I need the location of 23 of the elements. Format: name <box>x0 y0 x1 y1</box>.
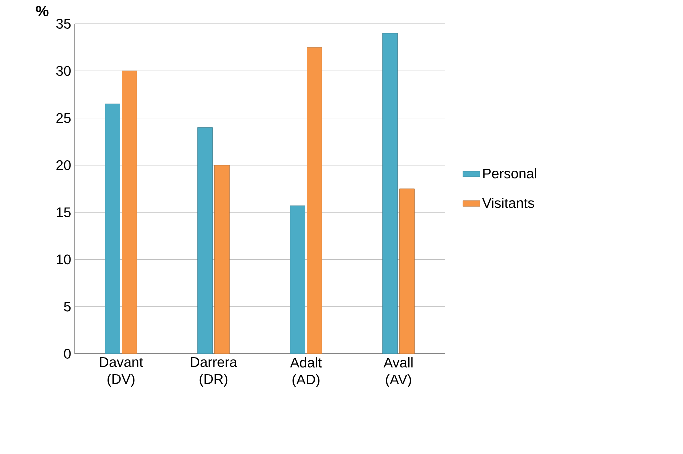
bar <box>198 128 213 354</box>
x-tick-label: Darrera (DR) <box>191 358 238 387</box>
bar <box>105 104 120 354</box>
y-tick-label: 35 <box>56 19 71 29</box>
y-tick-label: 30 <box>56 66 71 76</box>
y-tick-label: 5 <box>64 302 71 312</box>
y-tick-label: 15 <box>57 208 71 218</box>
y-tick-label: 10 <box>57 254 71 265</box>
bar <box>382 33 398 354</box>
y-tick-label: 0 <box>64 349 71 359</box>
legend-label: Personal <box>484 168 537 179</box>
y-axis-title: % <box>36 6 49 16</box>
x-tick-label: Avall (AV) <box>384 358 413 388</box>
y-tick-label: 20 <box>56 160 71 170</box>
bar <box>290 206 306 354</box>
bar <box>214 165 230 354</box>
x-tick-label: Adalt (AD) <box>290 358 322 388</box>
y-tick-label: 25 <box>56 113 71 124</box>
bar <box>400 188 415 354</box>
bar <box>122 70 138 354</box>
x-tick-label: Davant (DV) <box>100 358 144 387</box>
bar <box>307 47 322 354</box>
legend-label: Visitants <box>482 198 534 208</box>
